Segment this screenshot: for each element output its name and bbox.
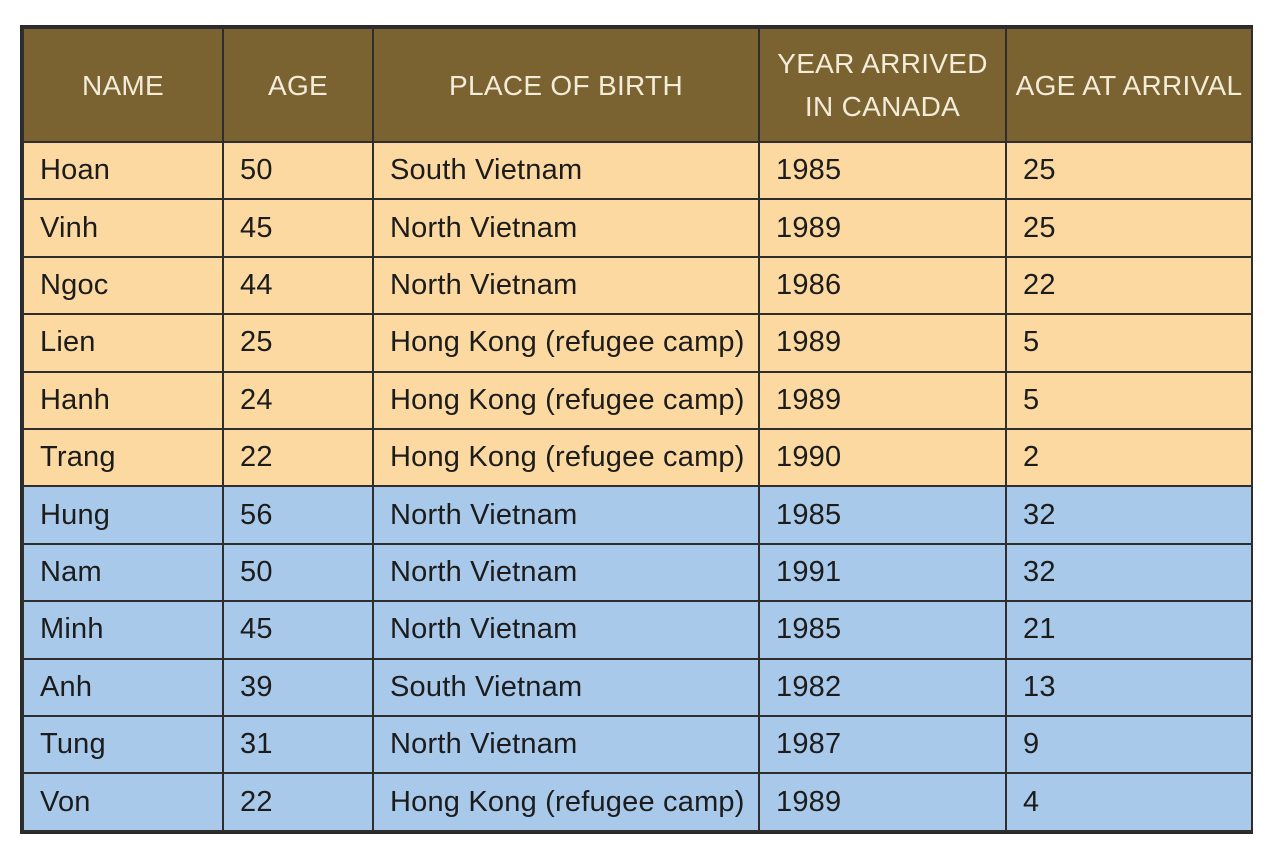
cell-name: Vinh [22, 198, 224, 258]
cell-place-of-birth: Hong Kong (refugee camp) [372, 428, 760, 488]
cell-age-at-arrival: 4 [1005, 772, 1253, 832]
table-row: Ngoc 44 North Vietnam 1986 22 [22, 255, 1253, 316]
cell-name: Minh [22, 600, 224, 660]
cell-age-at-arrival: 2 [1005, 428, 1253, 488]
cell-year-arrived: 1991 [758, 542, 1007, 603]
cell-age: 25 [222, 313, 374, 373]
cell-age: 22 [222, 428, 374, 488]
cell-year-arrived: 1987 [758, 715, 1007, 775]
cell-year-arrived: 1989 [758, 198, 1007, 258]
table-row: Nam 50 North Vietnam 1991 32 [22, 542, 1253, 603]
cell-age: 44 [222, 255, 374, 316]
table-row: Anh 39 South Vietnam 1982 13 [22, 657, 1253, 718]
cell-year-arrived: 1989 [758, 370, 1007, 431]
cell-name: Trang [22, 428, 224, 488]
table-body: Hoan 50 South Vietnam 1985 25 Vinh 45 North Vie… [22, 140, 1253, 832]
table-row: Minh 45 North Vietnam 1985 21 [22, 600, 1253, 660]
cell-place-of-birth: South Vietnam [372, 657, 760, 718]
cell-name: Tung [22, 715, 224, 775]
cell-name: Von [22, 772, 224, 832]
cell-place-of-birth: North Vietnam [372, 600, 760, 660]
cell-name: Anh [22, 657, 224, 718]
cell-age: 39 [222, 657, 374, 718]
cell-year-arrived: 1989 [758, 772, 1007, 832]
cell-place-of-birth: North Vietnam [372, 255, 760, 316]
table-frame: NAME AGE PLACE OF BIRTH YEAR ARRIVED IN … [20, 25, 1253, 834]
table-row: Tung 31 North Vietnam 1987 9 [22, 715, 1253, 775]
cell-year-arrived: 1989 [758, 313, 1007, 373]
table-header: NAME AGE PLACE OF BIRTH YEAR ARRIVED IN … [22, 27, 1253, 143]
cell-age: 56 [222, 485, 374, 545]
table-row: Hoan 50 South Vietnam 1985 25 [22, 140, 1253, 201]
cell-age-at-arrival: 9 [1005, 715, 1253, 775]
cell-name: Hung [22, 485, 224, 545]
table-row: Hung 56 North Vietnam 1985 32 [22, 485, 1253, 545]
cell-place-of-birth: Hong Kong (refugee camp) [372, 370, 760, 431]
cell-age-at-arrival: 25 [1005, 198, 1253, 258]
cell-name: Lien [22, 313, 224, 373]
table-row: Von 22 Hong Kong (refugee camp) 1989 4 [22, 772, 1253, 832]
cell-year-arrived: 1985 [758, 600, 1007, 660]
cell-place-of-birth: Hong Kong (refugee camp) [372, 313, 760, 373]
header-age-at-arrival: AGE AT ARRIVAL [1005, 27, 1253, 143]
cell-age: 45 [222, 198, 374, 258]
cell-age-at-arrival: 32 [1005, 542, 1253, 603]
cell-age: 50 [222, 542, 374, 603]
header-row: NAME AGE PLACE OF BIRTH YEAR ARRIVED IN … [22, 27, 1253, 143]
cell-year-arrived: 1982 [758, 657, 1007, 718]
table-row: Trang 22 Hong Kong (refugee camp) 1990 2 [22, 428, 1253, 488]
header-place-of-birth: PLACE OF BIRTH [372, 27, 760, 143]
cell-year-arrived: 1990 [758, 428, 1007, 488]
cell-place-of-birth: North Vietnam [372, 542, 760, 603]
cell-age-at-arrival: 5 [1005, 370, 1253, 431]
cell-age-at-arrival: 21 [1005, 600, 1253, 660]
cell-year-arrived: 1986 [758, 255, 1007, 316]
header-name: NAME [22, 27, 224, 143]
cell-place-of-birth: North Vietnam [372, 715, 760, 775]
header-age: AGE [222, 27, 374, 143]
cell-age-at-arrival: 5 [1005, 313, 1253, 373]
cell-name: Ngoc [22, 255, 224, 316]
cell-place-of-birth: North Vietnam [372, 485, 760, 545]
cell-place-of-birth: South Vietnam [372, 140, 760, 201]
cell-age-at-arrival: 22 [1005, 255, 1253, 316]
cell-age: 31 [222, 715, 374, 775]
cell-name: Hoan [22, 140, 224, 201]
table-row: Lien 25 Hong Kong (refugee camp) 1989 5 [22, 313, 1253, 373]
cell-year-arrived: 1985 [758, 140, 1007, 201]
header-year-arrived: YEAR ARRIVED IN CANADA [758, 27, 1007, 143]
participants-table: NAME AGE PLACE OF BIRTH YEAR ARRIVED IN … [22, 27, 1253, 832]
cell-age: 22 [222, 772, 374, 832]
cell-age-at-arrival: 13 [1005, 657, 1253, 718]
cell-place-of-birth: Hong Kong (refugee camp) [372, 772, 760, 832]
cell-year-arrived: 1985 [758, 485, 1007, 545]
cell-place-of-birth: North Vietnam [372, 198, 760, 258]
cell-age: 45 [222, 600, 374, 660]
cell-name: Nam [22, 542, 224, 603]
cell-age-at-arrival: 25 [1005, 140, 1253, 201]
cell-age: 50 [222, 140, 374, 201]
cell-name: Hanh [22, 370, 224, 431]
cell-age: 24 [222, 370, 374, 431]
table-row: Hanh 24 Hong Kong (refugee camp) 1989 5 [22, 370, 1253, 431]
cell-age-at-arrival: 32 [1005, 485, 1253, 545]
table-row: Vinh 45 North Vietnam 1989 25 [22, 198, 1253, 258]
